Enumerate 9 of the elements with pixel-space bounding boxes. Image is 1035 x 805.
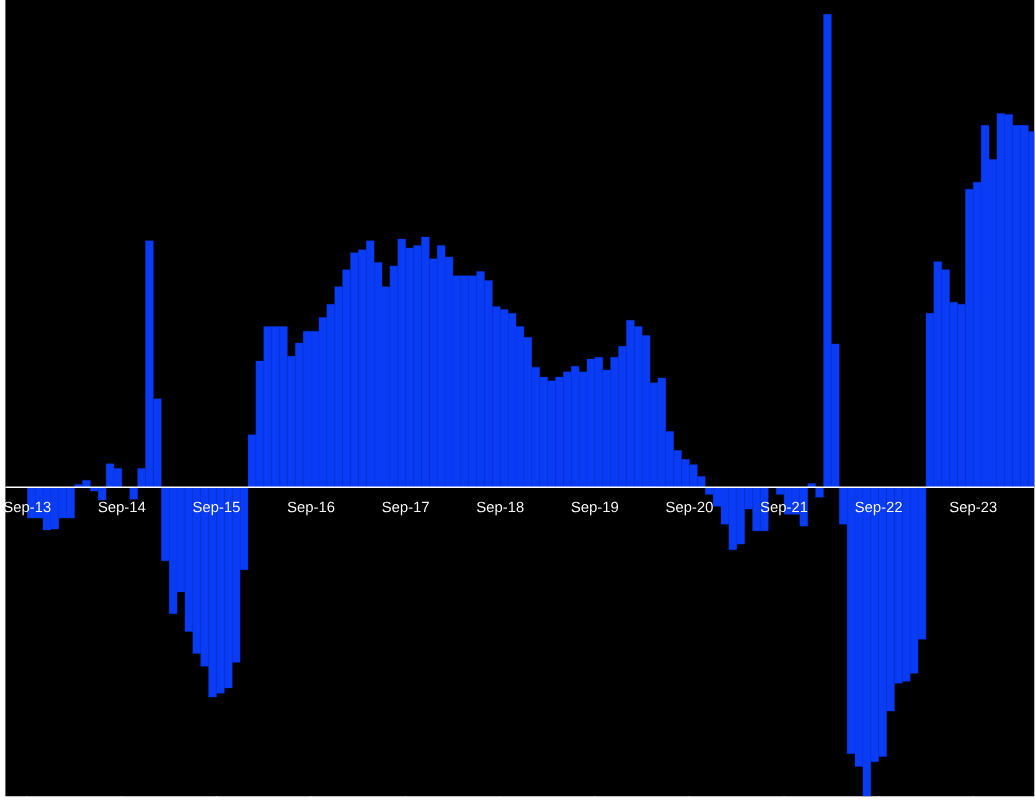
x-tick-label: Sep-22 — [855, 501, 902, 516]
x-tick-label: Sep-20 — [666, 501, 713, 516]
x-tick-label: Sep-14 — [98, 501, 146, 516]
x-tick-label: Sep-19 — [571, 501, 619, 516]
x-tick-label: Sep-15 — [193, 501, 240, 516]
x-tick-label: Sep-18 — [476, 501, 524, 516]
x-tick-label: Sep-23 — [949, 501, 997, 516]
x-tick-label: Sep-17 — [382, 501, 429, 516]
x-tick-label: Sep-16 — [287, 501, 335, 516]
